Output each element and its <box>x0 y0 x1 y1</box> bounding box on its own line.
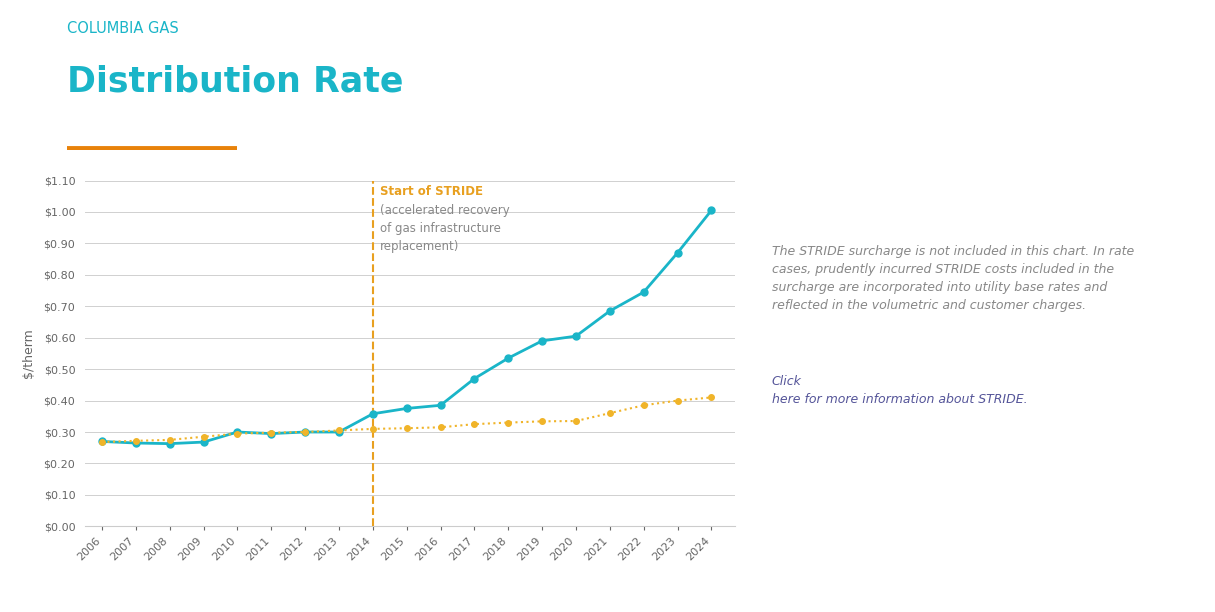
Text: The STRIDE surcharge is not included in this chart. In rate
cases, prudently inc: The STRIDE surcharge is not included in … <box>772 245 1134 312</box>
Text: COLUMBIA GAS: COLUMBIA GAS <box>67 21 179 37</box>
Text: (accelerated recovery
of gas infrastructure
replacement): (accelerated recovery of gas infrastruct… <box>379 204 509 253</box>
Legend: Columbia Gas, Inflation Comparison: Columbia Gas, Inflation Comparison <box>124 608 452 612</box>
Y-axis label: $/therm: $/therm <box>22 329 35 378</box>
Text: Distribution Rate: Distribution Rate <box>67 64 403 99</box>
Text: Start of STRIDE: Start of STRIDE <box>379 185 482 198</box>
Text: Click
here for more information about STRIDE.: Click here for more information about ST… <box>772 375 1027 406</box>
